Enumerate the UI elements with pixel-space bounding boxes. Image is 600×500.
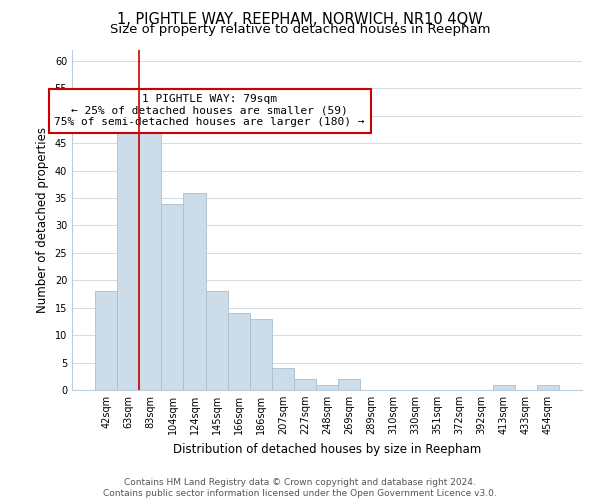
Bar	[117, 122, 139, 390]
X-axis label: Distribution of detached houses by size in Reepham: Distribution of detached houses by size …	[173, 442, 481, 456]
Bar	[493, 384, 515, 390]
Bar	[95, 292, 117, 390]
Bar	[227, 313, 250, 390]
Bar	[338, 379, 360, 390]
Bar	[316, 384, 338, 390]
Bar	[206, 292, 227, 390]
Bar	[184, 192, 206, 390]
Bar	[139, 127, 161, 390]
Bar	[537, 384, 559, 390]
Text: 1 PIGHTLE WAY: 79sqm
← 25% of detached houses are smaller (59)
75% of semi-detac: 1 PIGHTLE WAY: 79sqm ← 25% of detached h…	[55, 94, 365, 128]
Y-axis label: Number of detached properties: Number of detached properties	[36, 127, 49, 313]
Text: 1, PIGHTLE WAY, REEPHAM, NORWICH, NR10 4QW: 1, PIGHTLE WAY, REEPHAM, NORWICH, NR10 4…	[117, 12, 483, 28]
Bar	[250, 318, 272, 390]
Bar	[161, 204, 184, 390]
Text: Size of property relative to detached houses in Reepham: Size of property relative to detached ho…	[110, 22, 490, 36]
Bar	[294, 379, 316, 390]
Bar	[272, 368, 294, 390]
Text: Contains HM Land Registry data © Crown copyright and database right 2024.
Contai: Contains HM Land Registry data © Crown c…	[103, 478, 497, 498]
